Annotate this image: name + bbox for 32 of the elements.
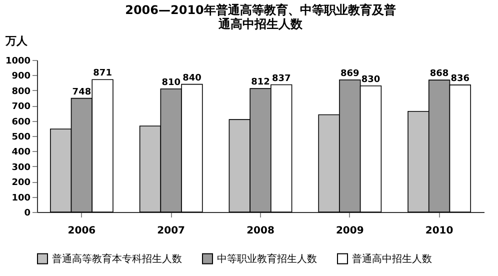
y-tick-label: 900	[12, 72, 30, 82]
legend-label: 普通高等教育本专科招生人数	[52, 252, 182, 265]
data-label: 869	[340, 68, 360, 79]
x-tick-label: 2006	[68, 226, 96, 236]
y-tick-label: 200	[12, 178, 30, 188]
text: 通高中招生人数	[218, 17, 302, 31]
y-tick-label: 500	[12, 132, 30, 142]
y-tick-label: 600	[12, 117, 30, 128]
data-label: 871	[93, 68, 112, 79]
y-tick-label: 700	[12, 102, 30, 112]
y-tick-label: 0	[24, 208, 30, 218]
y-tick-label: 300	[12, 162, 30, 173]
data-label: 810	[162, 78, 180, 88]
y-tick-label: 1000	[5, 56, 30, 66]
x-tick-label: 2007	[157, 226, 186, 236]
x-tick-label: 2010	[425, 226, 454, 236]
legend-label: 中等职业教育招生人数	[217, 252, 317, 265]
text: 2006—2010年普通高等教育、中等职业教育及普	[125, 3, 396, 17]
data-label: 812	[251, 78, 270, 88]
data-label: 830	[361, 74, 380, 85]
data-label: 837	[272, 74, 291, 84]
y-axis-title: 万人	[4, 34, 28, 48]
data-label: 748	[72, 87, 92, 98]
x-tick-label: 2009	[336, 226, 364, 236]
y-tick-label: 400	[12, 148, 30, 158]
legend-label: 普通高中招生人数	[352, 252, 432, 265]
x-tick-label: 2008	[246, 226, 274, 236]
data-label: 840	[182, 73, 202, 84]
data-label: 836	[450, 74, 470, 84]
data-label: 868	[430, 69, 449, 80]
y-tick-label: 800	[12, 86, 30, 97]
y-tick-label: 100	[12, 193, 30, 204]
